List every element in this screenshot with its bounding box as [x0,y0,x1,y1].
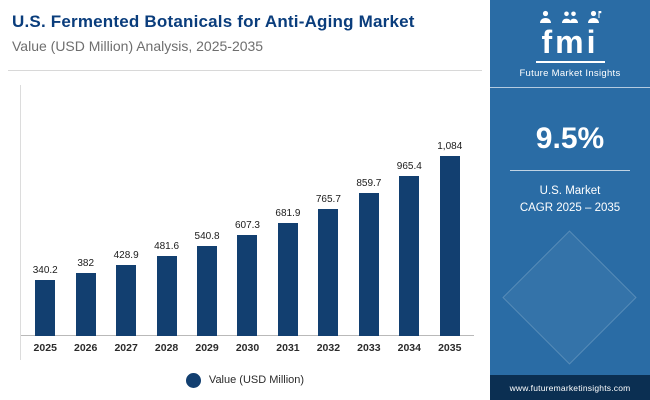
bar [237,235,258,336]
bar-value-label: 1,084 [437,141,463,152]
bar-group-2034: 965.4 2034 [389,161,429,360]
legend-label: Value (USD Million) [208,374,305,386]
brand-name: Future Market Insights [519,68,621,79]
cagr-period-label: CAGR 2025 – 2035 [519,202,621,215]
bar-value-label: 965.4 [396,161,422,172]
people-icon [562,11,578,23]
cagr-value: 9.5% [535,122,605,155]
x-axis-label: 2026 [74,342,98,354]
bar-chart: 340.2 2025 382 2026 428.9 2027 481.6 2028 540.8 2… [20,85,474,360]
cagr-block: 9.5% U.S. Market CAGR 2025 – 2035 [510,122,630,218]
bar-group-2033: 859.7 2033 [349,178,389,360]
bar [399,176,420,336]
bar-value-label: 607.3 [234,220,260,231]
logo-icons [538,10,602,24]
chart-legend: Value (USD Million) [0,360,490,400]
x-axis-label: 2025 [33,342,57,354]
brand-sidebar: fmi Future Market Insights 9.5% U.S. Mar… [490,0,650,400]
bar-group-2030: 607.3 2030 [227,220,267,360]
fmi-wordmark: fmi [535,26,605,63]
bar-group-2026: 382 2026 [65,258,105,360]
bar-group-2032: 765.7 2032 [308,194,348,360]
bar [116,265,137,336]
fmi-logo: fmi Future Market Insights [490,0,650,88]
bar [197,246,218,336]
legend-dot [185,372,201,388]
x-axis-label: 2033 [357,342,381,354]
page-title: U.S. Fermented Botanicals for Anti-Aging… [12,12,415,31]
bar [156,256,177,336]
diamond-watermark [502,230,637,365]
x-axis-label: 2032 [316,342,341,354]
header: U.S. Fermented Botanicals for Anti-Aging… [0,0,490,62]
x-axis-label: 2028 [154,342,179,354]
x-axis-label: 2031 [276,342,300,354]
bar-group-2028: 481.6 2028 [146,241,186,360]
bar-value-label: 765.7 [315,194,341,205]
cagr-market-label: U.S. Market [539,185,601,197]
bar-value-label: 382 [77,258,95,269]
header-divider [8,70,482,71]
bar-value-label: 859.7 [356,178,382,189]
x-axis-label: 2027 [114,342,138,354]
bar-value-label: 340.2 [32,265,58,276]
bar-value-label: 428.9 [113,250,139,261]
x-axis-label: 2029 [195,342,219,354]
bar-value-label: 481.6 [154,241,180,252]
bar-value-label: 540.8 [194,231,220,242]
bar-group-2029: 540.8 2029 [187,231,227,360]
bars-container: 340.2 2025 382 2026 428.9 2027 481.6 2028 540.8 2… [21,85,474,360]
cagr-divider [510,170,630,171]
website-url: www.futuremarketinsights.com [509,382,631,393]
bar-group-2035: 1,084 2035 [430,141,470,360]
bar [318,209,339,336]
website-link[interactable]: www.futuremarketinsights.com [490,375,650,400]
page-subtitle: Value (USD Million) Analysis, 2025-2035 [12,38,264,54]
person-icon [540,10,551,23]
bar [75,273,96,336]
bar-group-2025: 340.2 2025 [25,265,65,360]
bar-group-2031: 681.9 2031 [268,208,308,360]
x-axis-label: 2035 [438,342,462,354]
bar-group-2027: 428.9 2027 [106,250,146,360]
chart-panel: U.S. Fermented Botanicals for Anti-Aging… [0,0,490,400]
bar-value-label: 681.9 [275,208,301,219]
bar [439,156,460,336]
bar [358,193,379,336]
bar [277,223,298,336]
x-axis-label: 2034 [397,342,421,354]
bar [35,280,56,336]
person-flag-icon [588,10,602,23]
x-axis-label: 2030 [235,342,260,354]
